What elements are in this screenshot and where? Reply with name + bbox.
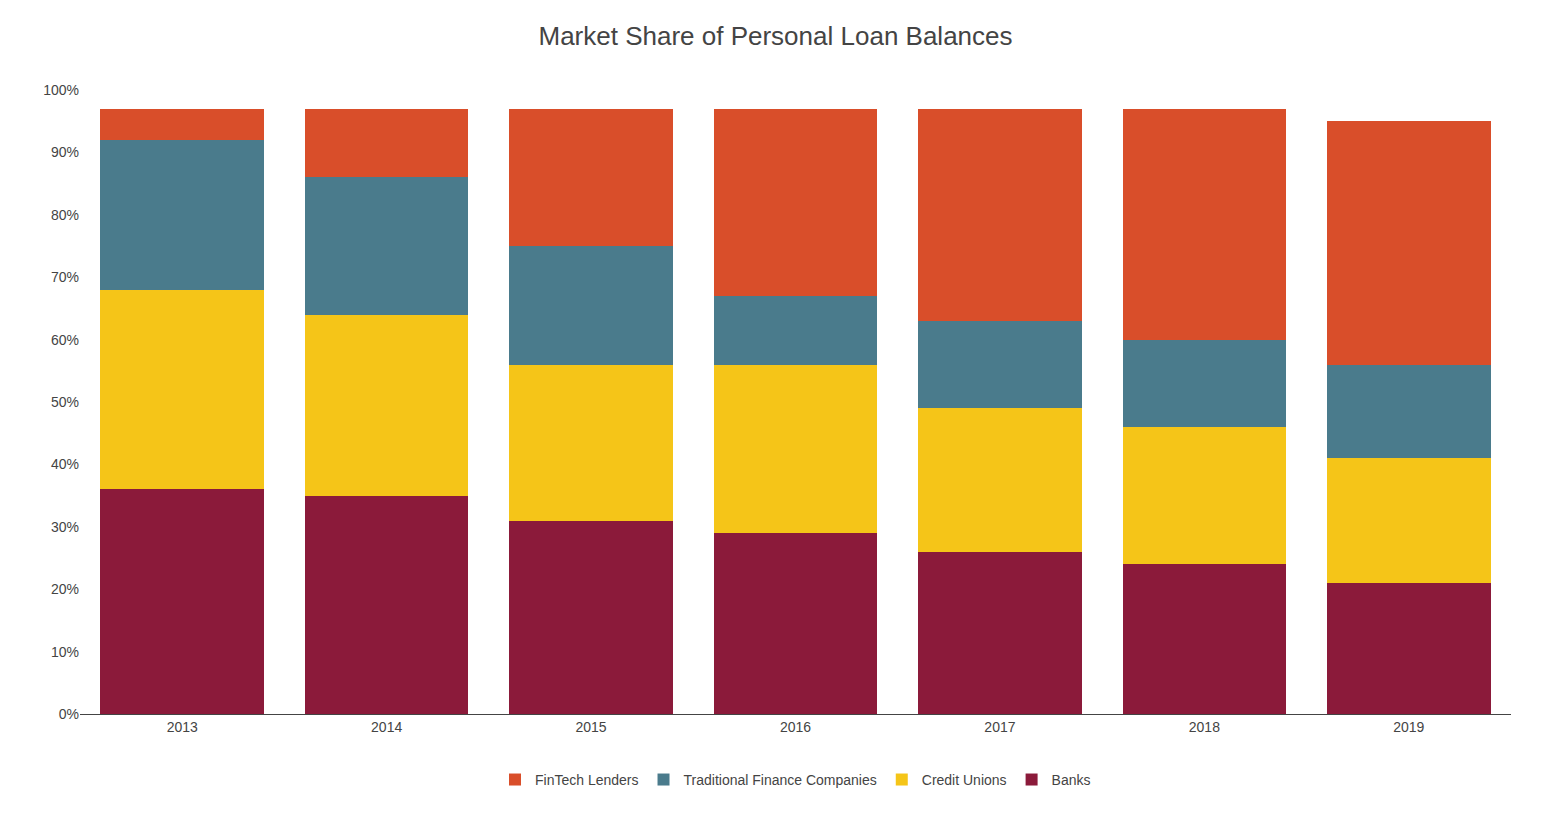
svg-text:Market Share of Personal Loan: Market Share of Personal Loan Balances	[538, 21, 1012, 51]
svg-text:40%: 40%	[51, 456, 79, 472]
svg-text:30%: 30%	[51, 519, 79, 535]
svg-text:2015: 2015	[575, 719, 606, 735]
svg-text:80%: 80%	[51, 207, 79, 223]
svg-text:2013: 2013	[167, 719, 198, 735]
svg-text:Credit Unions: Credit Unions	[922, 772, 1007, 788]
svg-text:Banks: Banks	[1052, 772, 1091, 788]
svg-text:100%: 100%	[43, 82, 79, 98]
svg-text:10%: 10%	[51, 644, 79, 660]
svg-text:2014: 2014	[371, 719, 402, 735]
svg-text:Traditional Finance Companies: Traditional Finance Companies	[684, 772, 877, 788]
svg-text:0%: 0%	[59, 706, 79, 722]
svg-text:2019: 2019	[1393, 719, 1424, 735]
svg-text:50%: 50%	[51, 394, 79, 410]
svg-text:70%: 70%	[51, 269, 79, 285]
svg-text:2017: 2017	[984, 719, 1015, 735]
svg-text:FinTech Lenders: FinTech Lenders	[535, 772, 639, 788]
svg-text:2018: 2018	[1189, 719, 1220, 735]
svg-text:20%: 20%	[51, 581, 79, 597]
svg-text:2016: 2016	[780, 719, 811, 735]
svg-text:90%: 90%	[51, 144, 79, 160]
svg-text:60%: 60%	[51, 332, 79, 348]
